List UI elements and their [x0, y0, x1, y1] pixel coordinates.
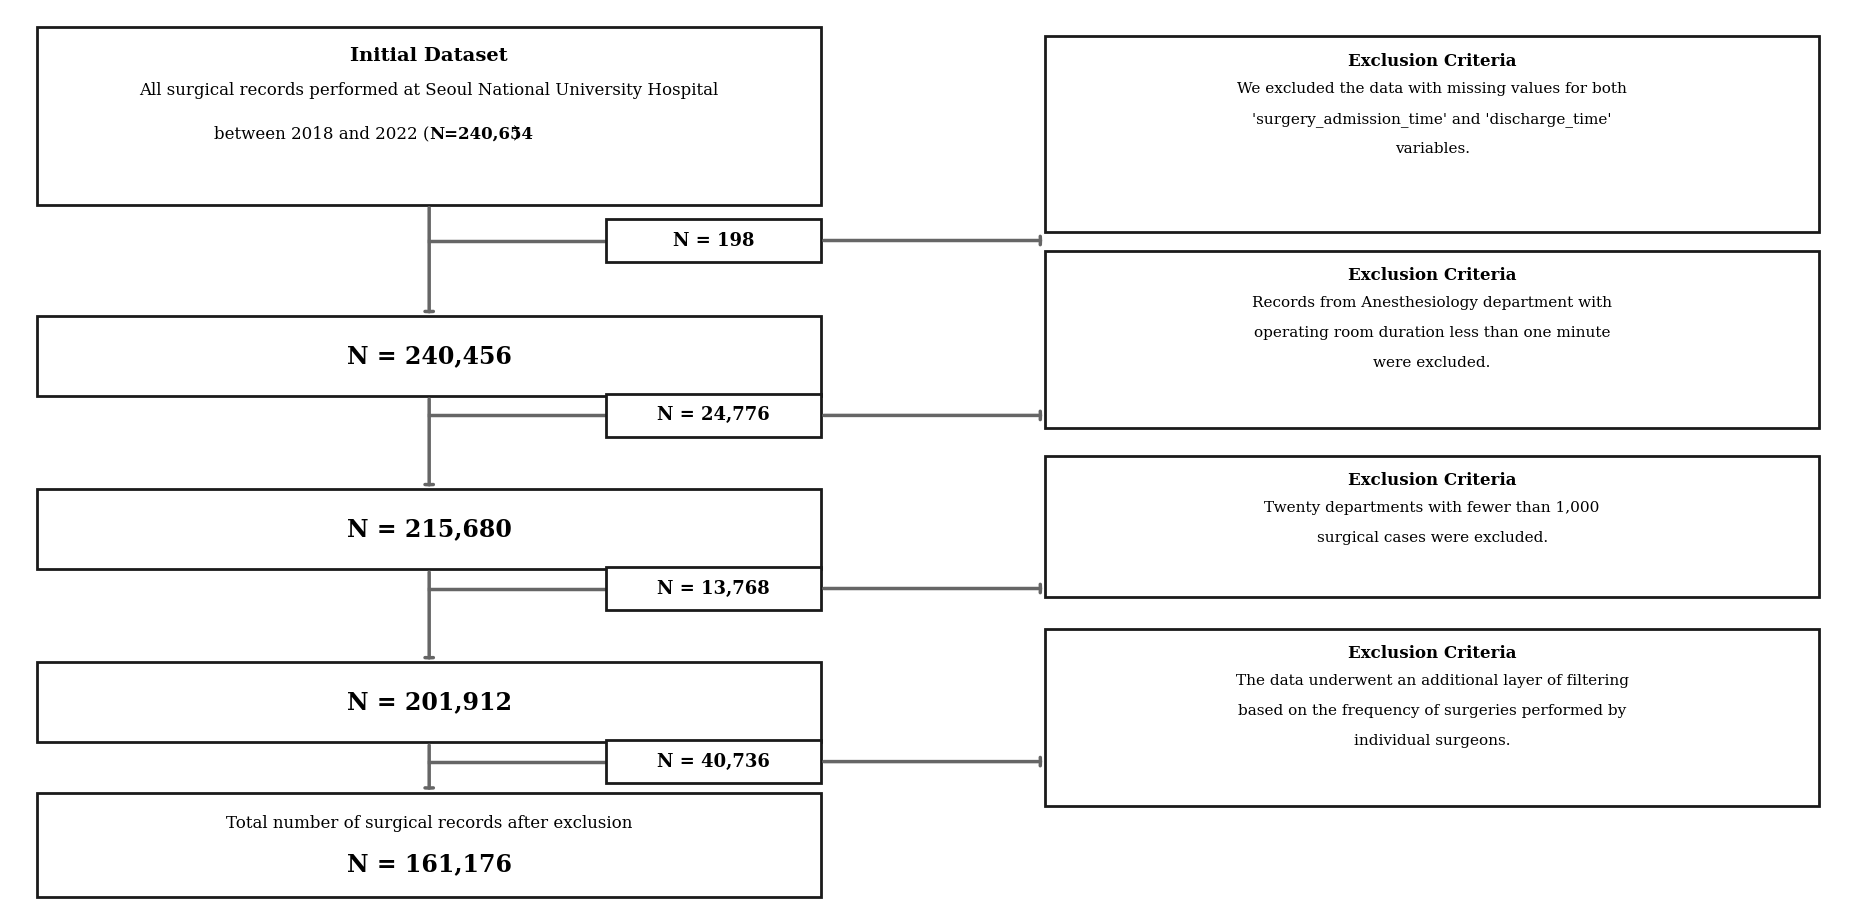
Bar	[606, 219, 821, 262]
Text: N = 40,736: N = 40,736	[657, 752, 771, 771]
Text: were excluded.: were excluded.	[1373, 356, 1491, 370]
Bar	[1045, 456, 1819, 597]
Text: N = 13,768: N = 13,768	[657, 579, 771, 598]
Text: Twenty departments with fewer than 1,000: Twenty departments with fewer than 1,000	[1265, 501, 1599, 515]
Text: Exclusion Criteria: Exclusion Criteria	[1347, 472, 1517, 489]
Text: All surgical records performed at Seoul National University Hospital: All surgical records performed at Seoul …	[140, 82, 718, 99]
Bar	[37, 27, 821, 205]
Text: ): )	[513, 126, 519, 143]
Bar	[37, 489, 821, 569]
Text: N = 240,456: N = 240,456	[347, 344, 511, 368]
Bar	[606, 567, 821, 610]
Text: individual surgeons.: individual surgeons.	[1355, 734, 1510, 748]
Text: based on the frequency of surgeries performed by: based on the frequency of surgeries perf…	[1237, 704, 1627, 718]
Text: We excluded the data with missing values for both: We excluded the data with missing values…	[1237, 82, 1627, 96]
Text: Records from Anesthesiology department with: Records from Anesthesiology department w…	[1252, 296, 1612, 310]
Bar	[1045, 36, 1819, 232]
Bar	[1045, 629, 1819, 806]
Bar	[37, 316, 821, 396]
Text: between 2018 and 2022 (: between 2018 and 2022 (	[215, 126, 429, 143]
Text: N = 215,680: N = 215,680	[347, 517, 511, 541]
Text: The data underwent an additional layer of filtering: The data underwent an additional layer o…	[1235, 674, 1629, 688]
Bar	[606, 740, 821, 783]
Text: 'surgery_admission_time' and 'discharge_time': 'surgery_admission_time' and 'discharge_…	[1252, 112, 1612, 127]
Text: N = 161,176: N = 161,176	[347, 852, 511, 875]
Text: Exclusion Criteria: Exclusion Criteria	[1347, 267, 1517, 284]
Text: N = 201,912: N = 201,912	[347, 691, 511, 714]
Text: Total number of surgical records after exclusion: Total number of surgical records after e…	[226, 815, 633, 833]
Text: Exclusion Criteria: Exclusion Criteria	[1347, 53, 1517, 70]
Bar	[37, 793, 821, 897]
Text: Exclusion Criteria: Exclusion Criteria	[1347, 645, 1517, 662]
Text: N=240,654: N=240,654	[429, 126, 534, 143]
Text: Initial Dataset: Initial Dataset	[351, 47, 508, 66]
Text: variables.: variables.	[1394, 142, 1470, 156]
Bar	[606, 394, 821, 437]
Text: N = 198: N = 198	[674, 231, 754, 250]
Text: N = 24,776: N = 24,776	[657, 406, 771, 425]
Text: surgical cases were excluded.: surgical cases were excluded.	[1317, 531, 1547, 545]
Bar	[1045, 251, 1819, 428]
Bar	[37, 662, 821, 742]
Text: operating room duration less than one minute: operating room duration less than one mi…	[1254, 326, 1610, 340]
